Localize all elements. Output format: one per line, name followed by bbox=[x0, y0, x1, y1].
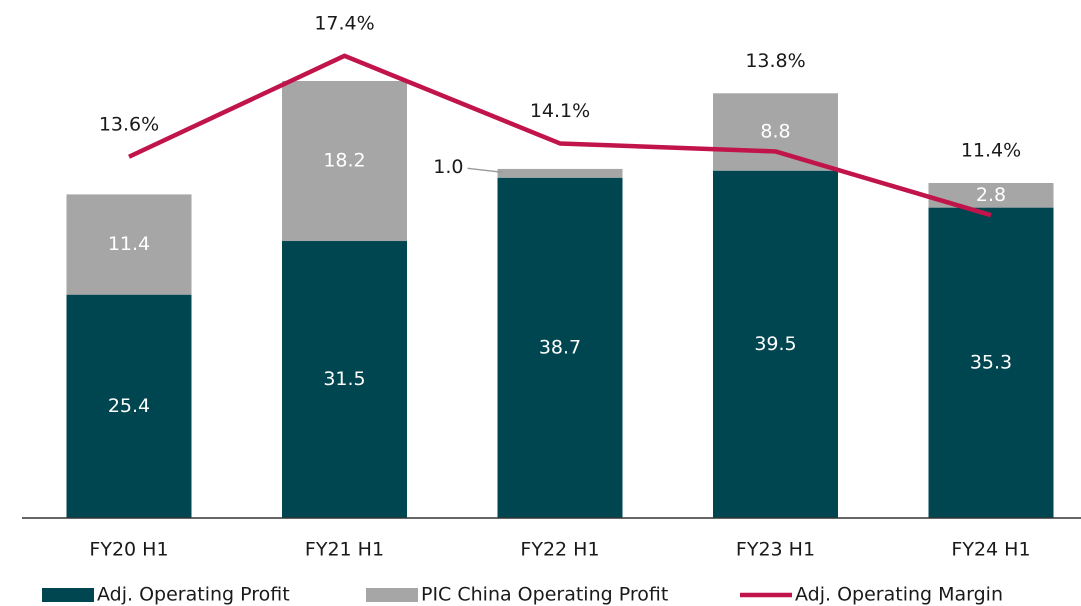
bar-segment bbox=[282, 241, 407, 518]
bar-segment bbox=[713, 170, 838, 518]
x-tick-label: FY21 H1 bbox=[305, 539, 384, 561]
legend-label: Adj. Operating Profit bbox=[97, 584, 290, 606]
legend-swatch bbox=[366, 588, 418, 602]
bar-segment bbox=[497, 168, 623, 178]
bar-segment bbox=[282, 80, 407, 242]
legend-swatch bbox=[42, 588, 94, 602]
x-tick-label: FY22 H1 bbox=[520, 539, 599, 561]
legend-label: PIC China Operating Profit bbox=[421, 584, 668, 606]
x-tick-label: FY24 H1 bbox=[951, 539, 1030, 561]
data-label: 18.2 bbox=[323, 150, 365, 172]
bar-segment bbox=[928, 207, 1054, 518]
data-label: 13.8% bbox=[745, 50, 805, 72]
legend-label: Adj. Operating Margin bbox=[795, 584, 1003, 606]
x-tick-label: FY20 H1 bbox=[89, 539, 168, 561]
data-label: 2.8 bbox=[976, 184, 1006, 206]
x-tick-label: FY23 H1 bbox=[736, 539, 815, 561]
data-label: 17.4% bbox=[314, 12, 374, 34]
margin-line bbox=[128, 53, 992, 218]
data-label: 11.4 bbox=[108, 233, 150, 255]
data-label: 11.4% bbox=[961, 139, 1021, 161]
data-label: 8.8 bbox=[760, 120, 790, 142]
data-label: 13.6% bbox=[99, 113, 159, 135]
data-label: 38.7 bbox=[539, 336, 581, 358]
bar-segment bbox=[713, 93, 838, 171]
bar-segment bbox=[66, 194, 192, 295]
bar-segment bbox=[66, 294, 192, 518]
data-label: 35.3 bbox=[970, 351, 1012, 373]
data-label: 39.5 bbox=[754, 333, 796, 355]
data-label: 14.1% bbox=[530, 100, 590, 122]
data-label: 31.5 bbox=[323, 368, 365, 390]
data-label: 1.0 bbox=[433, 156, 463, 178]
bar-segment bbox=[497, 177, 623, 518]
leader-line bbox=[467, 167, 503, 174]
data-label: 25.4 bbox=[108, 395, 150, 417]
